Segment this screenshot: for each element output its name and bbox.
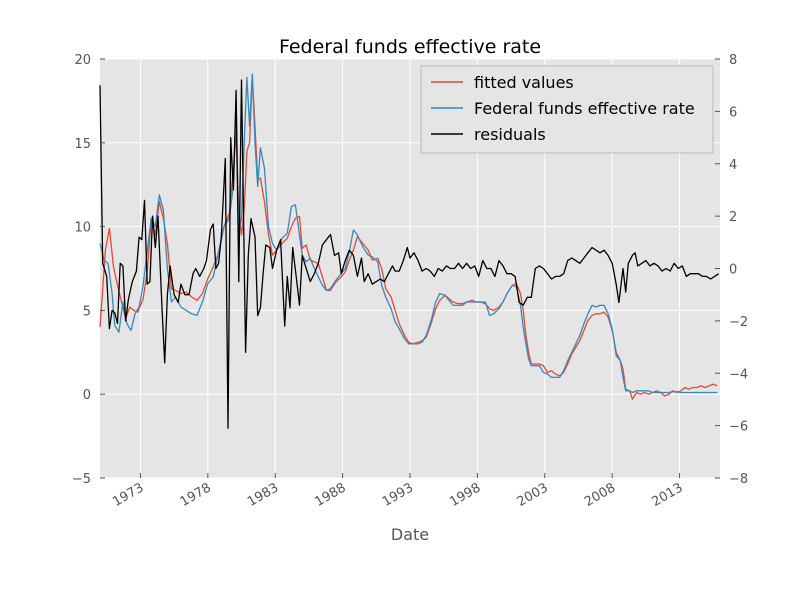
x-axis-label: Date [391, 525, 429, 544]
y2-tick-label: 4 [729, 158, 737, 173]
x-tick-label: 1993 [380, 480, 416, 510]
x-tick-label: 2013 [649, 480, 685, 510]
y-tick-label: 15 [74, 137, 91, 152]
series-line-federal-funds-effective-rate [99, 73, 718, 394]
legend-label-federal-funds-rate: Federal funds effective rate [474, 99, 695, 118]
x-tick-label: 1988 [312, 480, 348, 510]
legend: fitted values Federal funds effective ra… [420, 65, 714, 154]
series-line-residuals [99, 79, 720, 429]
chart-title: Federal funds effective rate [279, 36, 541, 58]
y-tick-label: 20 [74, 53, 91, 68]
x-tick-label: 1983 [245, 480, 281, 510]
legend-label-fitted-values: fitted values [474, 73, 574, 92]
y2-tick-label: 2 [729, 210, 737, 225]
legend-label-residuals: residuals [474, 125, 546, 144]
x-tick-label: 1998 [447, 480, 483, 510]
x-tick-label: 2008 [582, 480, 618, 510]
x-tick-label: 1978 [178, 480, 214, 510]
y-tick-label: 10 [74, 221, 91, 236]
y-tick-label: 0 [83, 388, 91, 403]
legend-box [420, 65, 714, 154]
y2-tick-label: −6 [729, 420, 748, 435]
y-tick-label: −5 [72, 472, 91, 487]
x-tick-label: 1973 [110, 480, 146, 510]
y2-tick-label: −8 [729, 472, 748, 487]
y2-tick-label: 8 [729, 53, 737, 68]
y2-tick-label: −2 [729, 315, 748, 330]
y2-tick-label: −4 [729, 367, 748, 382]
y2-tick-label: 0 [729, 263, 737, 278]
series-lines [99, 73, 720, 429]
x-tick-label: 2003 [515, 480, 551, 510]
y2-tick-label: 6 [729, 105, 737, 120]
y-tick-label: 5 [83, 304, 91, 319]
